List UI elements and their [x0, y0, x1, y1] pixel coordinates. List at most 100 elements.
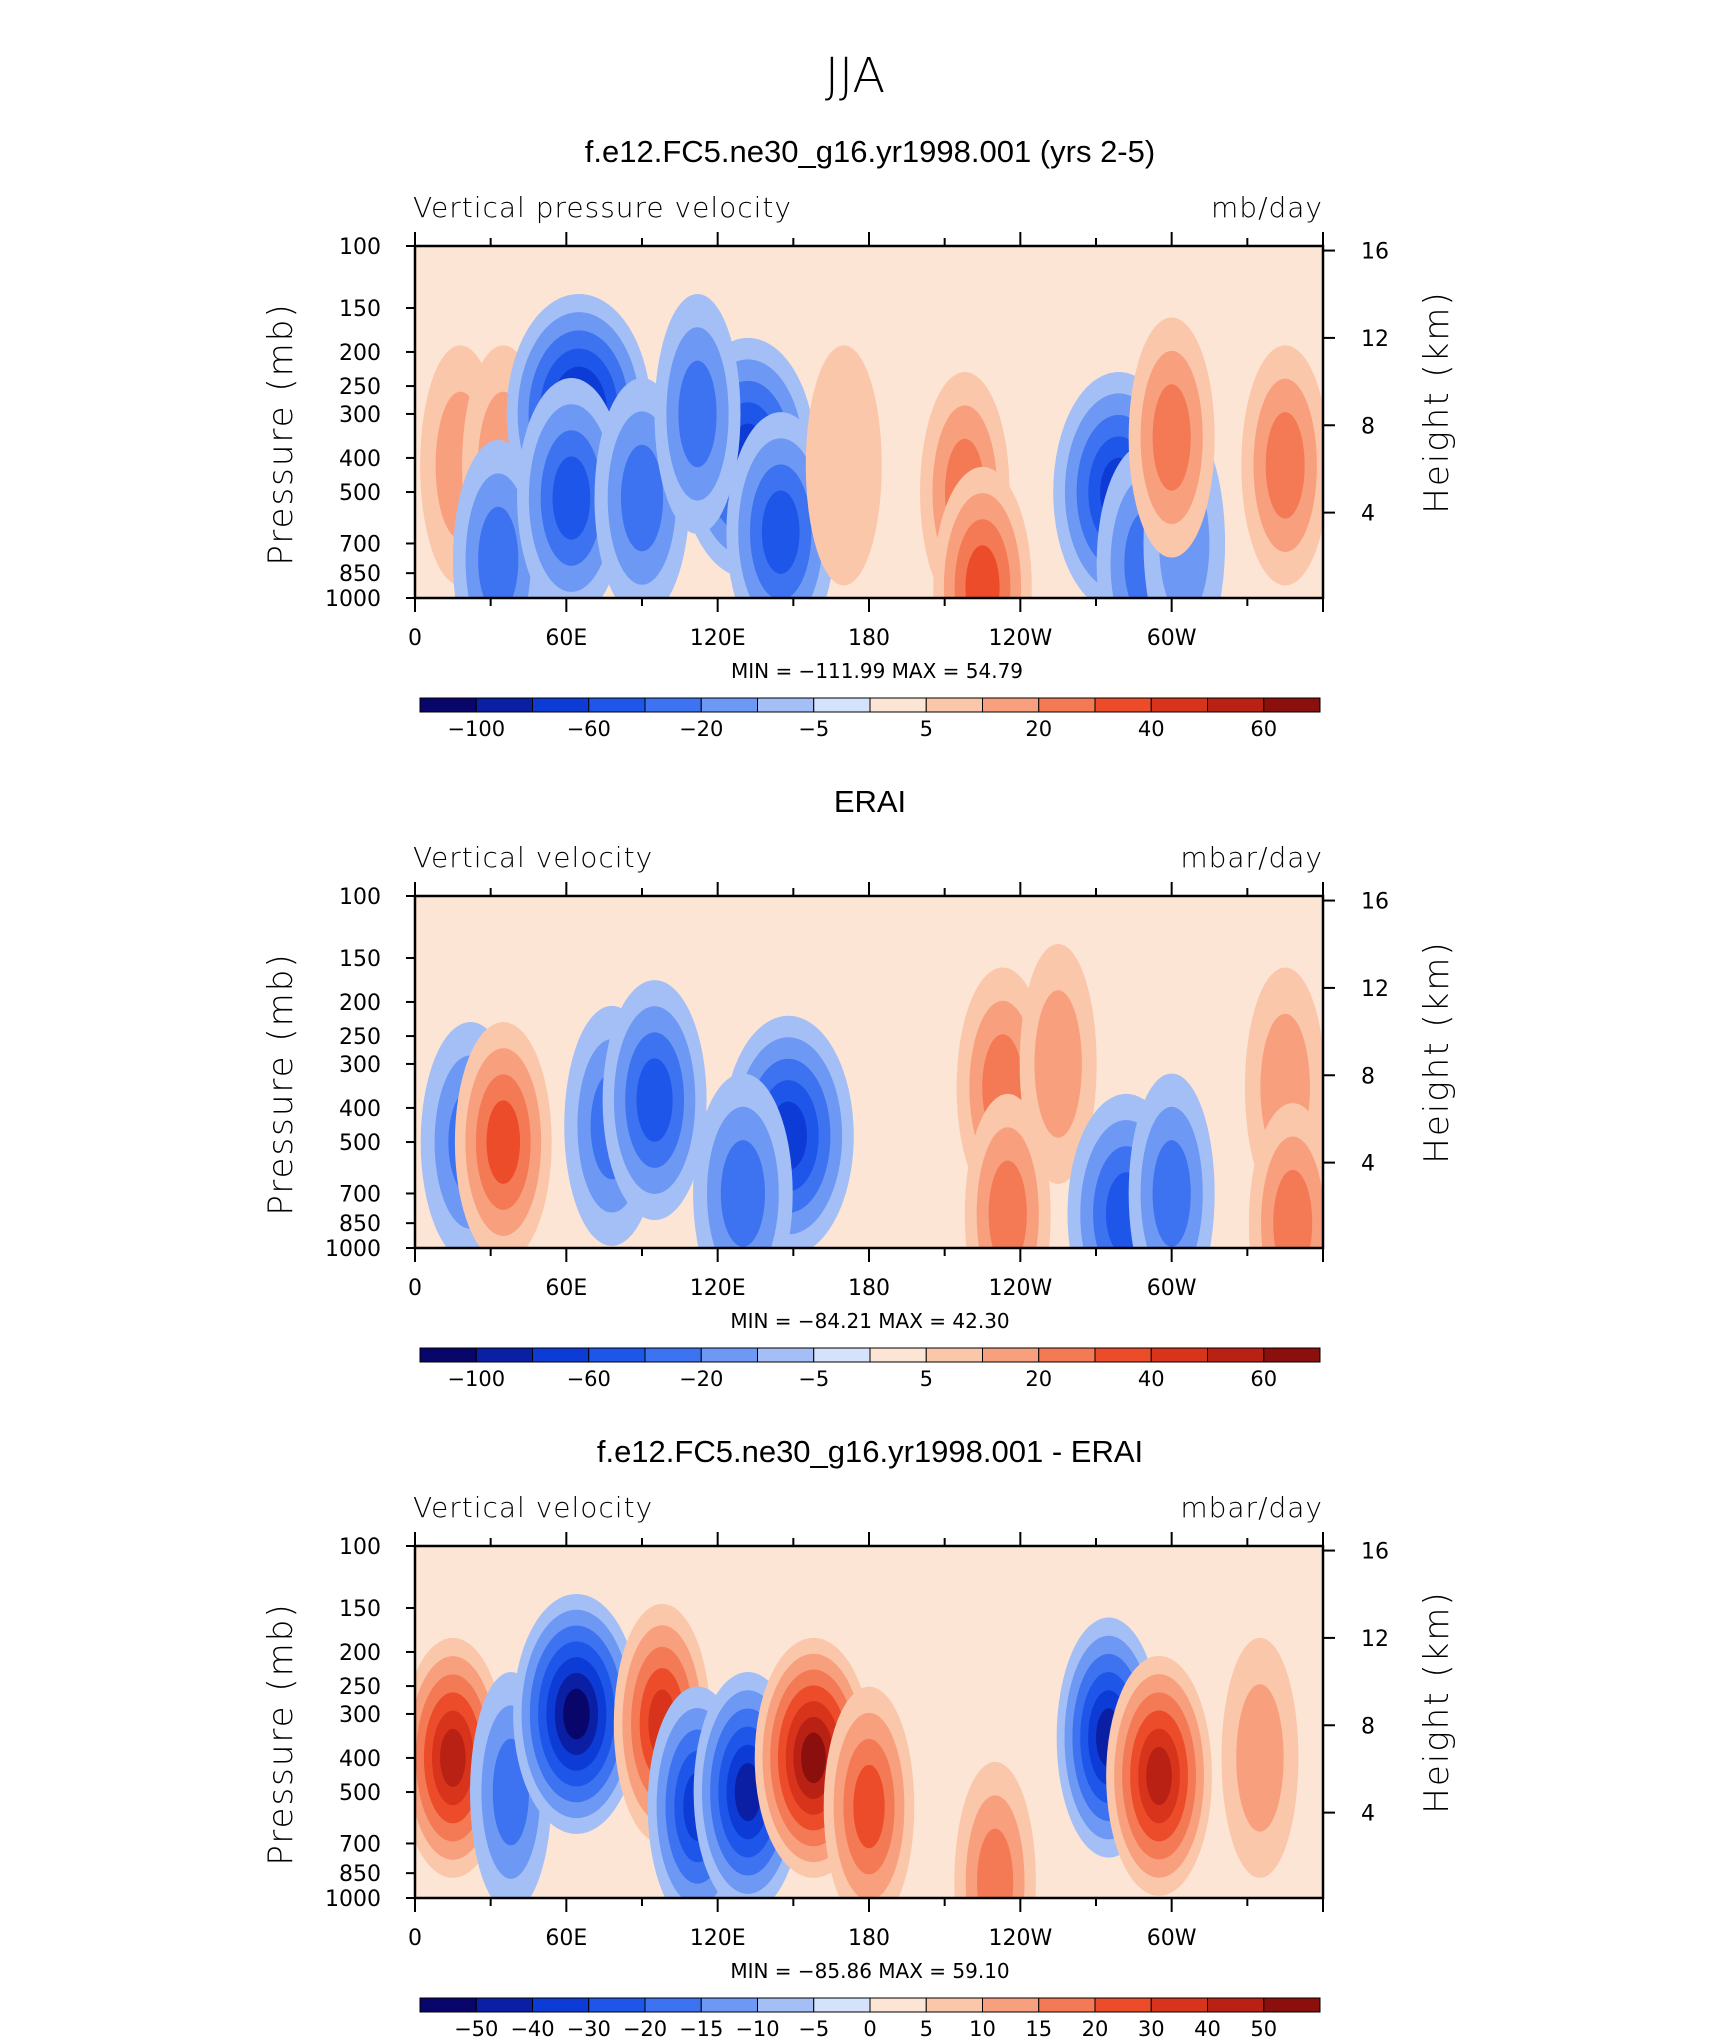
colorbar-label: 20 — [1025, 1367, 1052, 1391]
pressure-tick-label: 700 — [339, 532, 381, 557]
colorbar-label: 20 — [1025, 717, 1052, 741]
panel-1-left-label: Vertical pressure velocity — [413, 191, 792, 224]
contour-region — [1152, 1140, 1191, 1247]
x-tick-label: 60W — [1147, 626, 1197, 651]
colorbar-label: −30 — [567, 2017, 611, 2038]
colorbar-label: −40 — [510, 2017, 554, 2038]
pressure-tick-label: 500 — [339, 1131, 381, 1156]
x-tick-label: 120E — [690, 1276, 746, 1301]
pressure-tick-label: 100 — [339, 235, 381, 260]
panel-1-colorbar: −100 −60 −20 −5 5 20 40 60 — [419, 697, 1321, 741]
panel-3-left-label: Vertical velocity — [413, 1491, 653, 1524]
colorbar-swatch — [1263, 1347, 1321, 1363]
pressure-tick-label: 500 — [339, 1781, 381, 1806]
colorbar-label: −5 — [798, 717, 829, 741]
pressure-tick-label: 100 — [339, 885, 381, 910]
contour-field — [415, 1593, 1299, 1898]
colorbar-swatch — [869, 1347, 927, 1363]
pressure-tick-label: 300 — [339, 1053, 381, 1078]
colorbar-swatch — [1263, 1997, 1321, 2013]
x-tick-label: 120E — [690, 626, 746, 651]
pressure-tick-label: 500 — [339, 481, 381, 506]
pressure-tick-label: 250 — [339, 1675, 381, 1700]
colorbar-swatch — [813, 1997, 871, 2013]
colorbar-label: −50 — [454, 2017, 498, 2038]
panel-1: f.e12.FC5.ne30_g16.yr1998.001 (yrs 2-5) … — [261, 134, 1457, 741]
pressure-tick-label: 250 — [339, 375, 381, 400]
colorbar-swatch — [588, 1997, 646, 2013]
pressure-tick-label: 300 — [339, 403, 381, 428]
contour-region — [478, 506, 519, 598]
panel-1-title: f.e12.FC5.ne30_g16.yr1998.001 (yrs 2-5) — [585, 134, 1155, 169]
colorbar-label: 15 — [1025, 2017, 1052, 2038]
contour-region — [853, 1764, 885, 1849]
pressure-tick-label: 850 — [339, 562, 381, 587]
panel-3-units-label: mbar/day — [1180, 1491, 1323, 1524]
colorbar-swatch — [588, 1347, 646, 1363]
colorbar-label: −100 — [447, 717, 505, 741]
contour-region — [1273, 1169, 1313, 1248]
colorbar-swatch — [1094, 1997, 1152, 2013]
colorbar-label: −20 — [679, 717, 723, 741]
panel-1-units-label: mb/day — [1211, 191, 1323, 224]
contour-region — [805, 345, 882, 586]
contour-region — [563, 1688, 590, 1740]
colorbar-swatch — [1207, 697, 1265, 713]
contour-region — [1152, 384, 1191, 491]
colorbar-label: 40 — [1194, 2017, 1221, 2038]
colorbar-swatch — [982, 697, 1040, 713]
pressure-tick-label: 250 — [339, 1025, 381, 1050]
colorbar-swatch — [644, 1347, 702, 1363]
y2-axis-title: Height (km) — [1417, 940, 1457, 1163]
panel-3-min-max: MIN = −85.86 MAX = 59.10 — [730, 1959, 1009, 1983]
colorbar-label: 0 — [863, 2017, 876, 2038]
contour-region — [977, 1828, 1014, 1898]
height-tick-label: 12 — [1361, 1627, 1389, 1652]
colorbar-swatch — [588, 697, 646, 713]
contour-region — [988, 1160, 1027, 1248]
colorbar-swatch — [700, 1997, 758, 2013]
contour-region — [720, 1140, 765, 1247]
x-tick-label: 0 — [408, 1926, 422, 1951]
colorbar-label: 50 — [1250, 2017, 1277, 2038]
x-tick-label: 60W — [1147, 1926, 1197, 1951]
colorbar-swatch — [644, 697, 702, 713]
height-tick-label: 4 — [1361, 502, 1375, 527]
x-tick-label: 0 — [408, 1276, 422, 1301]
pressure-tick-label: 400 — [339, 1747, 381, 1772]
colorbar-swatch — [757, 1997, 815, 2013]
super-title: JJA — [825, 48, 885, 104]
pressure-tick-label: 150 — [339, 947, 381, 972]
colorbar-label: −20 — [679, 1367, 723, 1391]
height-tick-label: 12 — [1361, 327, 1389, 352]
colorbar-label: 20 — [1082, 2017, 1109, 2038]
colorbar-swatch — [1207, 1347, 1265, 1363]
colorbar-swatch — [475, 1347, 533, 1363]
height-tick-label: 16 — [1361, 1540, 1389, 1565]
colorbar-swatch — [1207, 1997, 1265, 2013]
colorbar-label: −60 — [567, 717, 611, 741]
colorbar-swatch — [644, 1997, 702, 2013]
panel-2-min-max: MIN = −84.21 MAX = 42.30 — [730, 1309, 1009, 1333]
contour-region — [1265, 412, 1305, 519]
colorbar-swatch — [757, 697, 815, 713]
contour-field — [420, 293, 1323, 598]
pressure-tick-label: 1000 — [325, 1887, 381, 1912]
colorbar-label: 60 — [1250, 1367, 1277, 1391]
pressure-tick-label: 200 — [339, 341, 381, 366]
x-tick-label: 0 — [408, 626, 422, 651]
colorbar-swatch — [869, 697, 927, 713]
colorbar-swatch — [419, 1347, 477, 1363]
contour-region — [761, 490, 800, 574]
height-tick-label: 8 — [1361, 1714, 1375, 1739]
colorbar-swatch — [700, 697, 758, 713]
x-tick-label: 60E — [545, 626, 587, 651]
x-tick-label: 60E — [545, 1276, 587, 1301]
contour-region — [1146, 1746, 1172, 1806]
colorbar-swatch — [532, 697, 590, 713]
pressure-tick-label: 400 — [339, 447, 381, 472]
pressure-tick-label: 100 — [339, 1535, 381, 1560]
colorbar-swatch — [1150, 1997, 1208, 2013]
